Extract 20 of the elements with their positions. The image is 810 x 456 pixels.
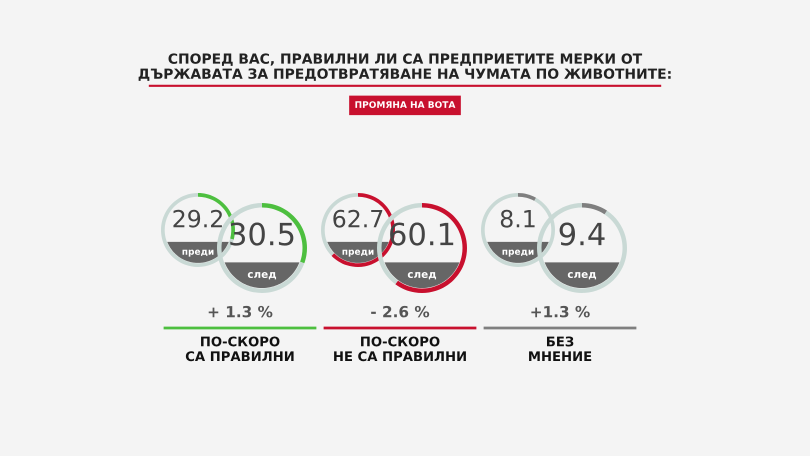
text: ПРОМЯНА НА ВОТА — [355, 101, 456, 108]
text: ПО-СКОРО СА ПРАВИЛНИ — [186, 336, 294, 362]
text: СПОРЕД ВАС, ПРАВИЛНИ ЛИ СА ПРЕДПРИЕТИТЕ МЕРКИ ОТ ДЪРЖАВАТА ЗА ПРЕДОТВРАТЯВАНЕ НА ЧУМАТА ПО ЖИВОТНИТЕ: — [138, 53, 671, 81]
data-label: 29.2 — [173, 210, 222, 228]
text: преди — [342, 250, 374, 257]
data-label: 9.4 — [560, 222, 605, 246]
text: - 2.6 % — [371, 306, 430, 318]
text: преди — [182, 250, 214, 257]
text: след — [408, 272, 436, 280]
text: ПО-СКОРО НЕ СА ПРАВИЛНИ — [334, 336, 466, 362]
data-label: 62.7 — [333, 210, 382, 228]
text: + 1.3 % — [208, 306, 272, 318]
text: след — [248, 272, 276, 280]
text: преди — [502, 250, 534, 257]
text: БЕЗ МНЕНИЕ — [529, 336, 592, 362]
text: +1.3 % — [531, 306, 590, 318]
data-label: 8.1 — [500, 210, 535, 228]
donut-slice — [582, 203, 608, 214]
donut-slice — [518, 193, 536, 201]
text: след — [568, 272, 596, 280]
